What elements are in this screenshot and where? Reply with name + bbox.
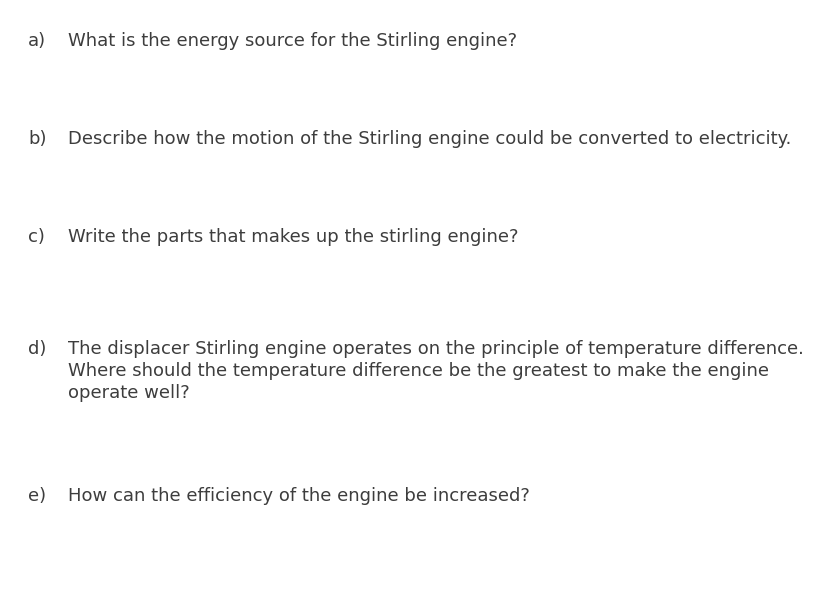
Text: a): a) (28, 32, 46, 50)
Text: The displacer Stirling engine operates on the principle of temperature differenc: The displacer Stirling engine operates o… (68, 340, 803, 358)
Text: How can the efficiency of the engine be increased?: How can the efficiency of the engine be … (68, 487, 529, 505)
Text: e): e) (28, 487, 46, 505)
Text: Write the parts that makes up the stirling engine?: Write the parts that makes up the stirli… (68, 228, 518, 246)
Text: What is the energy source for the Stirling engine?: What is the energy source for the Stirli… (68, 32, 517, 50)
Text: c): c) (28, 228, 45, 246)
Text: b): b) (28, 130, 46, 148)
Text: operate well?: operate well? (68, 384, 189, 402)
Text: d): d) (28, 340, 46, 358)
Text: Describe how the motion of the Stirling engine could be converted to electricity: Describe how the motion of the Stirling … (68, 130, 791, 148)
Text: Where should the temperature difference be the greatest to make the engine: Where should the temperature difference … (68, 362, 768, 380)
